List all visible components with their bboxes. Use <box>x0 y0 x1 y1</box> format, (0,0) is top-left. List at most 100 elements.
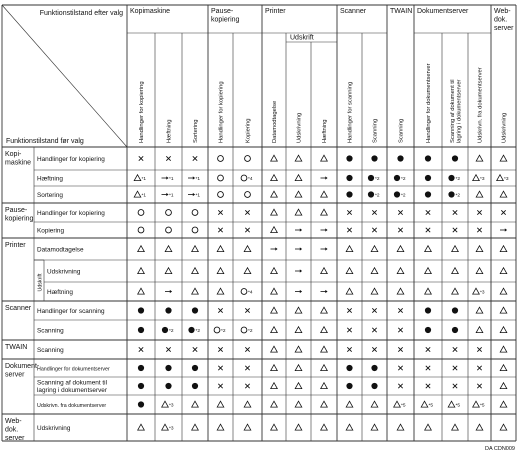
cell-r15-c14-triangle-icon <box>475 423 484 431</box>
cell-r1-c6-triangle-icon <box>270 154 278 162</box>
row-group-label: Pause- <box>5 207 28 214</box>
row-label-13: lagring i dokumentserver <box>37 387 108 394</box>
cell-r12-c8-triangle-icon <box>320 363 328 372</box>
cell-r9-c11-cross-icon <box>397 307 404 314</box>
cell-r14-c6-triangle-icon <box>270 400 278 408</box>
cell-r14-c14-triangle-icon <box>472 400 480 408</box>
cell-r6-c4-triangle-icon <box>216 244 225 253</box>
cell-r1-c14-triangle-icon <box>475 154 484 162</box>
cell-r14-c13-triangle-icon <box>447 400 456 408</box>
footnote-mark: *4 <box>248 290 253 296</box>
cell-r8-c5-open-circle-icon <box>240 288 248 295</box>
row-label-4: Handlinger for kopiering <box>37 210 105 217</box>
cell-r3-c7-triangle-icon <box>294 190 303 198</box>
row-label-11: Scanning <box>37 347 64 354</box>
cell-r12-c1-filled-circle-icon <box>137 364 145 372</box>
col-header-14: Udskrivn. fra dokumentserver <box>478 67 484 143</box>
row-group-label: dok. <box>5 427 18 434</box>
cell-r11-c7-triangle-icon <box>294 345 303 353</box>
cell-r5-c10-cross-icon <box>371 227 378 233</box>
cell-r10-c5-open-circle-icon <box>240 326 248 334</box>
row-label-6: Datamodtagelse <box>37 246 84 253</box>
cell-r15-c8-triangle-icon <box>320 423 328 431</box>
cell-r4-c4-cross-icon <box>217 209 224 216</box>
cell-r13-c15-triangle-icon <box>499 381 508 390</box>
cell-r7-c3-triangle-icon <box>191 266 199 275</box>
cell-r2-c8-arrow-icon <box>320 176 328 180</box>
cell-r14-c8-triangle-icon <box>320 400 328 408</box>
cell-r9-c8-triangle-icon <box>320 306 328 314</box>
cell-r5-c15-arrow-icon <box>500 228 508 232</box>
cell-r12-c7-triangle-icon <box>294 363 303 372</box>
cell-r14-c15-triangle-icon <box>499 400 508 408</box>
cell-r11-c2-cross-icon <box>165 346 172 353</box>
cell-r13-c8-triangle-icon <box>320 381 328 390</box>
cell-r4-c13-cross-icon <box>452 209 458 216</box>
cell-r7-c4-triangle-icon <box>216 266 225 275</box>
cell-r9-c4-cross-icon <box>217 307 224 314</box>
cell-r1-c15-triangle-icon <box>499 154 508 162</box>
cell-r4-c10-cross-icon <box>371 209 378 216</box>
footnote-mark: *2 <box>248 328 253 334</box>
col-header-3: Sortering <box>193 119 199 143</box>
col-header-8: Hæftning <box>322 119 328 143</box>
footnote-mark: *2 <box>196 328 201 334</box>
cell-r5-c5-cross-icon <box>244 227 251 233</box>
cell-r4-c8-triangle-icon <box>320 208 328 216</box>
cell-r7-c1-triangle-icon <box>137 266 145 275</box>
cell-r10-c12-filled-circle-icon <box>424 326 432 334</box>
col-group-label: Printer <box>265 8 286 15</box>
cell-r14-c11-triangle-icon <box>393 400 401 408</box>
cell-r6-c2-triangle-icon <box>164 244 173 253</box>
cell-r15-c15-triangle-icon <box>499 423 508 431</box>
cell-r2-c12-filled-circle-icon <box>424 174 432 182</box>
col-header-13: lagring i dokumentserver <box>456 79 462 143</box>
row-group-label: server <box>5 435 25 442</box>
cell-r4-c2-open-circle-icon <box>165 209 172 216</box>
cell-r1-c12-filled-circle-icon <box>424 155 432 162</box>
row-group-label: maskine <box>5 160 31 167</box>
cell-r1-c10-filled-circle-icon <box>371 155 378 162</box>
cell-r12-c15-triangle-icon <box>499 363 508 372</box>
cell-r11-c11-cross-icon <box>397 346 404 353</box>
corner-label-before: Funktionstilstand før valg <box>6 138 84 145</box>
cell-r15-c11-triangle-icon <box>396 423 405 431</box>
cell-r3-c1-triangle-icon <box>133 190 142 198</box>
footnote-mark: *5 <box>429 403 434 409</box>
cell-r5-c7-arrow-icon <box>295 228 303 232</box>
row-group-label: Printer <box>5 242 26 249</box>
cell-r7-c11-triangle-icon <box>396 266 405 275</box>
cell-r6-c9-triangle-icon <box>345 244 354 253</box>
cell-r12-c5-cross-icon <box>244 365 251 371</box>
cell-r2-c15-triangle-icon <box>496 173 504 182</box>
cell-r15-c13-triangle-icon <box>451 423 459 431</box>
cell-r8-c11-triangle-icon <box>396 287 405 295</box>
cell-r13-c3-filled-circle-icon <box>191 382 199 390</box>
row-label-15: Udskrivning <box>37 425 71 432</box>
cell-r1-c8-triangle-icon <box>320 154 328 162</box>
cell-r10-c11-cross-icon <box>397 327 404 333</box>
cell-r5-c2-open-circle-icon <box>165 226 172 234</box>
footnote-mark: *1 <box>142 176 147 182</box>
cell-r12-c13-cross-icon <box>452 365 458 371</box>
cell-r11-c8-triangle-icon <box>320 345 328 353</box>
cell-r13-c9-filled-circle-icon <box>346 382 353 390</box>
cell-r4-c9-cross-icon <box>346 209 353 216</box>
cell-r13-c13-cross-icon <box>452 383 458 389</box>
cell-r14-c9-triangle-icon <box>345 400 354 408</box>
footnote-mark: *3 <box>169 403 174 409</box>
footnote-mark: *2 <box>401 176 406 182</box>
footnote-mark: *2 <box>221 328 226 334</box>
row-label-14: Udskrivn. fra dokumentserver <box>37 403 106 409</box>
cell-r14-c2-triangle-icon <box>161 400 169 408</box>
cell-r6-c11-triangle-icon <box>396 244 405 253</box>
cell-r8-c13-triangle-icon <box>451 287 459 295</box>
cell-r3-c5-open-circle-icon <box>244 191 251 198</box>
cell-r15-c10-triangle-icon <box>370 423 379 431</box>
cell-r5-c14-cross-icon <box>476 227 483 233</box>
printer-subgroup-label: Udskrift <box>290 35 314 42</box>
cell-r11-c14-cross-icon <box>476 346 483 353</box>
cell-r12-c9-filled-circle-icon <box>346 364 353 372</box>
footnote-mark: *2 <box>456 176 461 182</box>
